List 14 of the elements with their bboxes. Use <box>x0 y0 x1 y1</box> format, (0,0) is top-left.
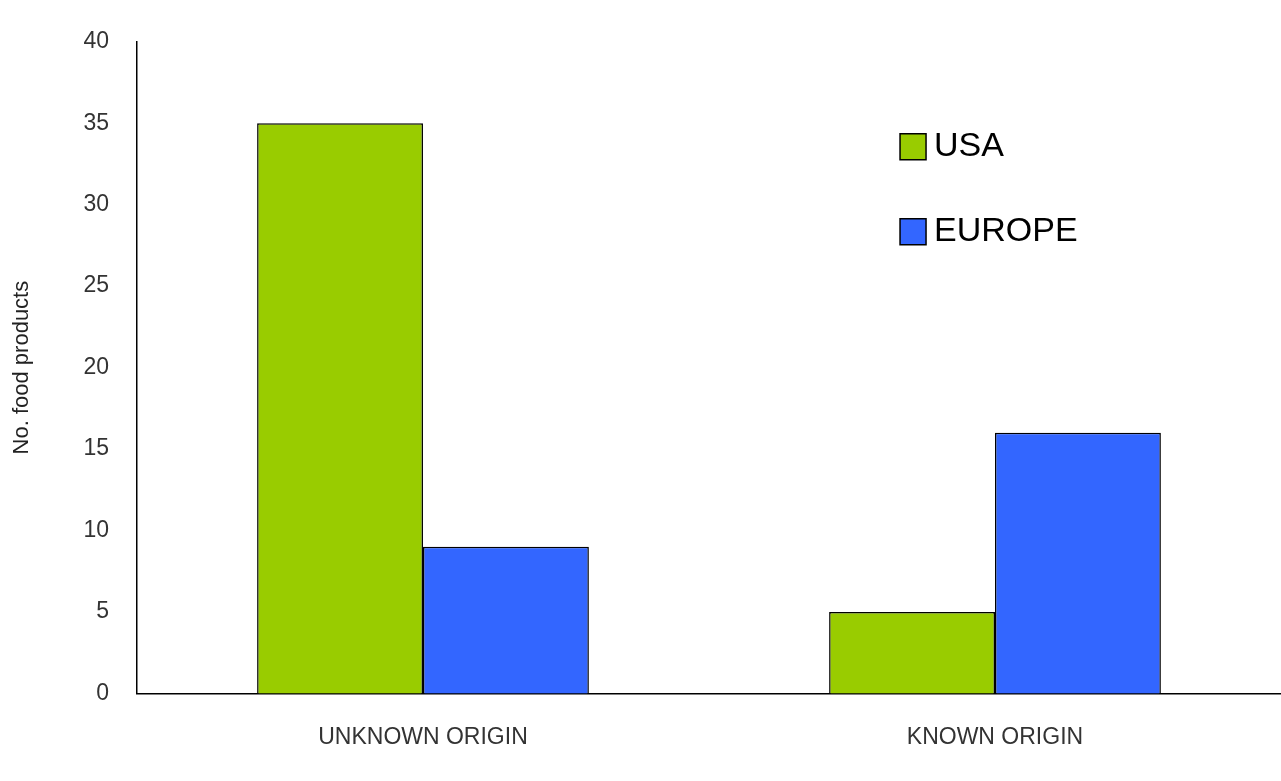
y-tick-label: 0 <box>96 678 109 705</box>
y-tick-label: 20 <box>83 352 109 379</box>
y-tick-label: 30 <box>83 190 109 217</box>
y-tick-label: 35 <box>83 108 109 135</box>
y-tick-label: 15 <box>83 434 109 461</box>
legend-label: USA <box>934 125 1005 164</box>
y-tick-label: 5 <box>96 597 109 624</box>
x-tick-label: KNOWN ORIGIN <box>906 722 1084 749</box>
x-tick-label: UNKNOWN ORIGIN <box>318 722 528 749</box>
y-tick-label: 25 <box>83 271 109 298</box>
y-axis-title: No. food products <box>8 280 34 455</box>
y-tick-label: 10 <box>83 515 109 542</box>
y-tick-label: 40 <box>83 27 109 54</box>
legend-label: EUROPE <box>934 210 1078 249</box>
